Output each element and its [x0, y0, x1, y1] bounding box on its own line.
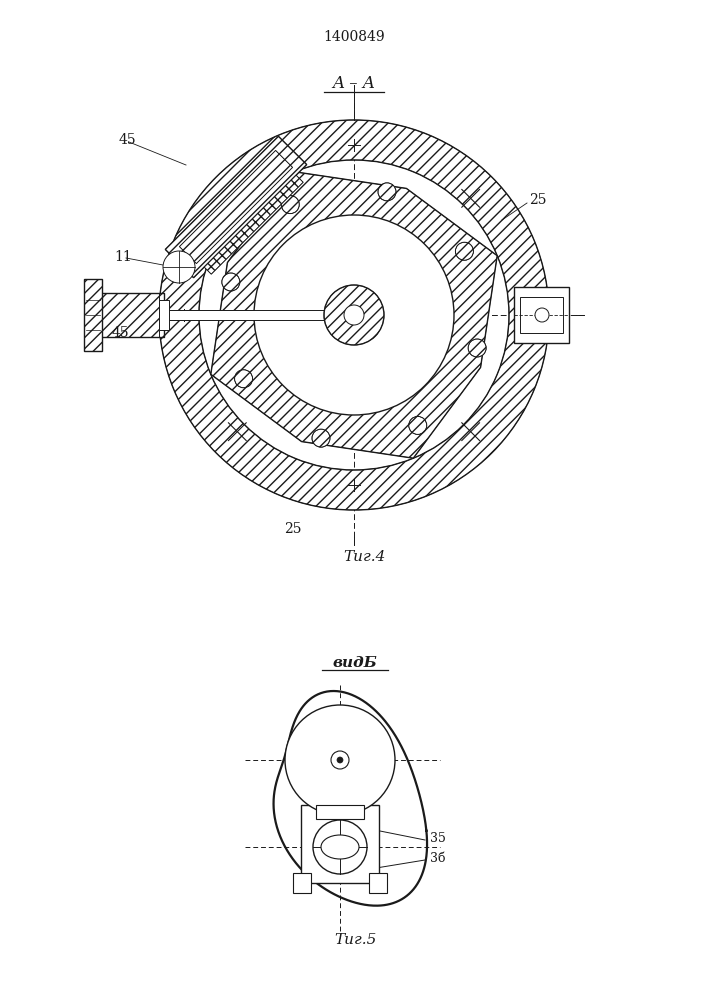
- Circle shape: [286, 247, 422, 383]
- Text: 1400849: 1400849: [323, 30, 385, 44]
- Circle shape: [235, 370, 252, 388]
- Text: видБ: видБ: [332, 656, 378, 670]
- Text: Τиг.4: Τиг.4: [343, 550, 385, 564]
- Polygon shape: [321, 807, 359, 808]
- Circle shape: [254, 215, 454, 415]
- Polygon shape: [84, 279, 102, 351]
- Polygon shape: [165, 136, 307, 278]
- Polygon shape: [301, 805, 379, 883]
- Polygon shape: [211, 172, 497, 458]
- Polygon shape: [316, 805, 364, 819]
- Circle shape: [331, 751, 349, 769]
- Circle shape: [535, 308, 549, 322]
- Circle shape: [344, 305, 364, 325]
- Text: A – A: A – A: [332, 75, 375, 92]
- Text: 45: 45: [112, 326, 129, 340]
- Circle shape: [337, 757, 343, 763]
- Polygon shape: [159, 310, 324, 320]
- Polygon shape: [293, 873, 311, 893]
- Circle shape: [468, 339, 486, 357]
- Circle shape: [222, 273, 240, 291]
- Circle shape: [312, 429, 330, 447]
- Polygon shape: [204, 175, 303, 274]
- Text: 11: 11: [114, 250, 132, 264]
- Circle shape: [455, 242, 474, 260]
- Circle shape: [281, 196, 299, 214]
- Circle shape: [409, 416, 427, 434]
- Circle shape: [313, 820, 367, 874]
- Text: 45: 45: [119, 133, 136, 147]
- Text: 3б: 3б: [430, 852, 445, 865]
- Wedge shape: [159, 120, 549, 510]
- Text: 25: 25: [284, 522, 301, 536]
- Text: 25: 25: [529, 193, 547, 207]
- Ellipse shape: [321, 835, 359, 859]
- Polygon shape: [180, 150, 293, 264]
- Polygon shape: [520, 297, 563, 333]
- Text: 35: 35: [430, 832, 446, 846]
- Polygon shape: [159, 310, 324, 320]
- Circle shape: [285, 705, 395, 815]
- Polygon shape: [94, 293, 164, 337]
- Polygon shape: [159, 300, 169, 330]
- Polygon shape: [514, 287, 569, 343]
- Circle shape: [378, 183, 396, 201]
- Text: Τиг.5: Τиг.5: [334, 933, 376, 947]
- Circle shape: [324, 285, 384, 345]
- Polygon shape: [369, 873, 387, 893]
- Circle shape: [163, 251, 195, 283]
